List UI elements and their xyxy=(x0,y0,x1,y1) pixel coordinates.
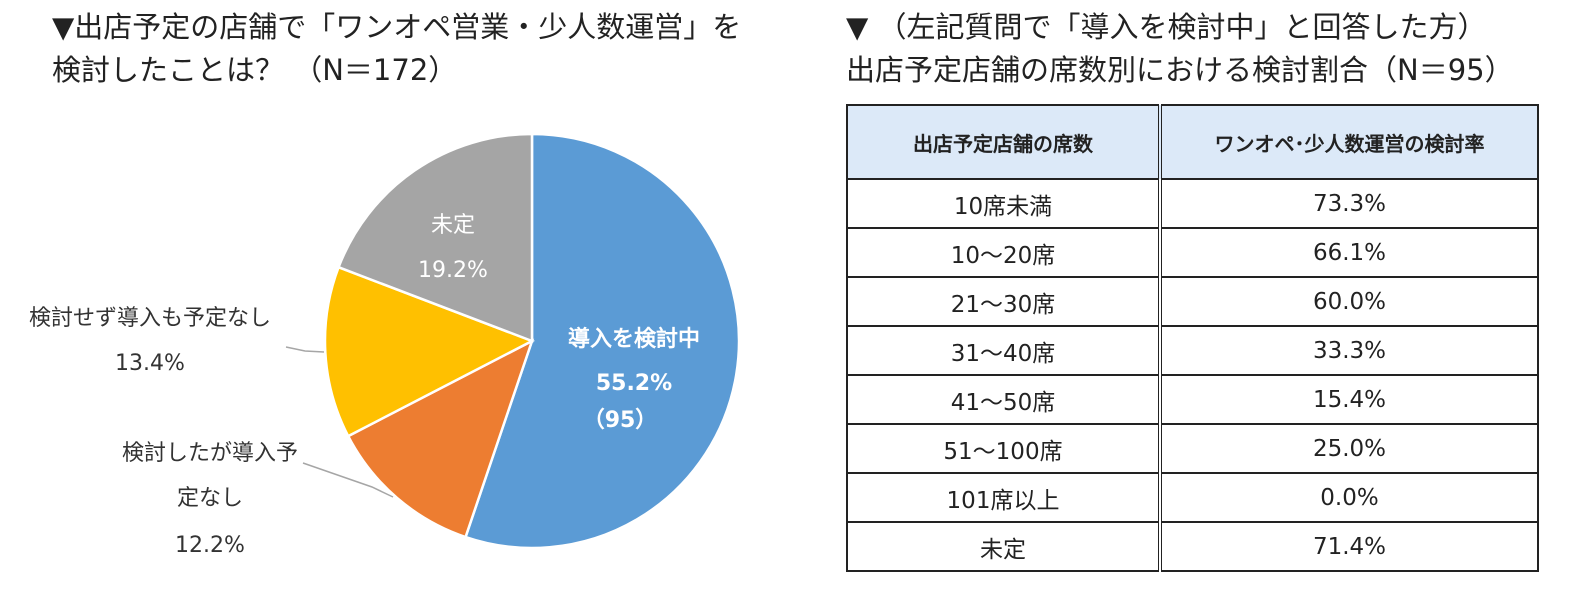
pie-slice-not-considered xyxy=(323,265,536,438)
table-title: ▼ （左記質問で「導入を検討中」と回答した方） 出店予定店舗の席数別における検討… xyxy=(846,6,1576,92)
table-header-row: 出店予定店舗の席数 ワンオペ･少人数運営の検討率 xyxy=(846,104,1539,180)
seat-count-rate-table: 出店予定店舗の席数 ワンオペ･少人数運営の検討率 10席未満 73.3% 10～2… xyxy=(846,104,1539,572)
table-title-line-1: ▼ （左記質問で「導入を検討中」と回答した方） xyxy=(846,10,1487,44)
rate-cell: 15.4% xyxy=(1159,374,1539,425)
seat-count-cell: 10席未満 xyxy=(846,178,1162,229)
rate-cell: 33.3% xyxy=(1159,325,1539,376)
leader-line-not-considered xyxy=(285,346,325,353)
column-header-rate: ワンオペ･少人数運営の検討率 xyxy=(1159,104,1539,180)
table-row: 51～100席 25.0% xyxy=(846,423,1539,474)
pie-chart-title: ▼出店予定の店舗で「ワンオペ営業・少人数運営」を 検討したことは？ （N＝172… xyxy=(52,6,792,92)
table-row: 41～50席 15.4% xyxy=(846,374,1539,425)
pie-slice-considering xyxy=(463,132,741,550)
seat-count-cell: 10～20席 xyxy=(846,227,1162,278)
pie-title-line-1: ▼出店予定の店舗で「ワンオペ営業・少人数運営」を xyxy=(52,10,742,44)
slice-label-considered-no-plan-1: 検討したが導入予 xyxy=(122,441,298,466)
rate-cell: 0.0% xyxy=(1159,472,1539,523)
pie-chart: 導入を検討中 55.2% （95） 未定 19.2% 検討せず導入も予定なし 1… xyxy=(29,132,741,558)
table-row: 21～30席 60.0% xyxy=(846,276,1539,327)
slice-value-considering: 55.2% xyxy=(596,371,672,396)
table-row: 10席未満 73.3% xyxy=(846,178,1539,229)
pie-slices xyxy=(323,132,741,550)
table-row: 未定 71.4% xyxy=(846,521,1539,572)
pie-title-line-2: 検討したことは？ （N＝172） xyxy=(52,53,458,87)
leader-line-considered-no-plan xyxy=(302,462,394,498)
slice-count-considering: （95） xyxy=(583,408,658,433)
seat-count-cell: 21～30席 xyxy=(846,276,1162,327)
pie-slice-considered-no-plan xyxy=(346,338,535,539)
pie-slice-undecided xyxy=(336,132,534,343)
slice-value-considered-no-plan: 12.2% xyxy=(175,533,245,558)
seat-count-cell: 101席以上 xyxy=(846,472,1162,523)
table-row: 10～20席 66.1% xyxy=(846,227,1539,278)
slice-value-not-considered: 13.4% xyxy=(115,351,185,376)
column-header-seat-count: 出店予定店舗の席数 xyxy=(846,104,1162,180)
rate-cell: 60.0% xyxy=(1159,276,1539,327)
pie-labels: 導入を検討中 55.2% （95） 未定 19.2% 検討せず導入も予定なし 1… xyxy=(29,213,700,558)
rate-cell: 71.4% xyxy=(1159,521,1539,572)
seat-count-cell: 41～50席 xyxy=(846,374,1162,425)
pie-leader-lines xyxy=(285,346,394,498)
slice-value-undecided: 19.2% xyxy=(418,258,488,283)
rate-cell: 66.1% xyxy=(1159,227,1539,278)
slice-label-considering: 導入を検討中 xyxy=(568,326,700,352)
table-row: 101席以上 0.0% xyxy=(846,472,1539,523)
slice-label-undecided: 未定 xyxy=(431,213,475,238)
rate-cell: 25.0% xyxy=(1159,423,1539,474)
slice-label-not-considered: 検討せず導入も予定なし xyxy=(29,306,271,331)
seat-count-cell: 未定 xyxy=(846,521,1162,572)
table-title-line-2: 出店予定店舗の席数別における検討割合（N＝95） xyxy=(846,53,1514,87)
seat-count-cell: 51～100席 xyxy=(846,423,1162,474)
table-row: 31～40席 33.3% xyxy=(846,325,1539,376)
seat-count-cell: 31～40席 xyxy=(846,325,1162,376)
rate-cell: 73.3% xyxy=(1159,178,1539,229)
slice-label-considered-no-plan-2: 定なし xyxy=(177,486,243,511)
